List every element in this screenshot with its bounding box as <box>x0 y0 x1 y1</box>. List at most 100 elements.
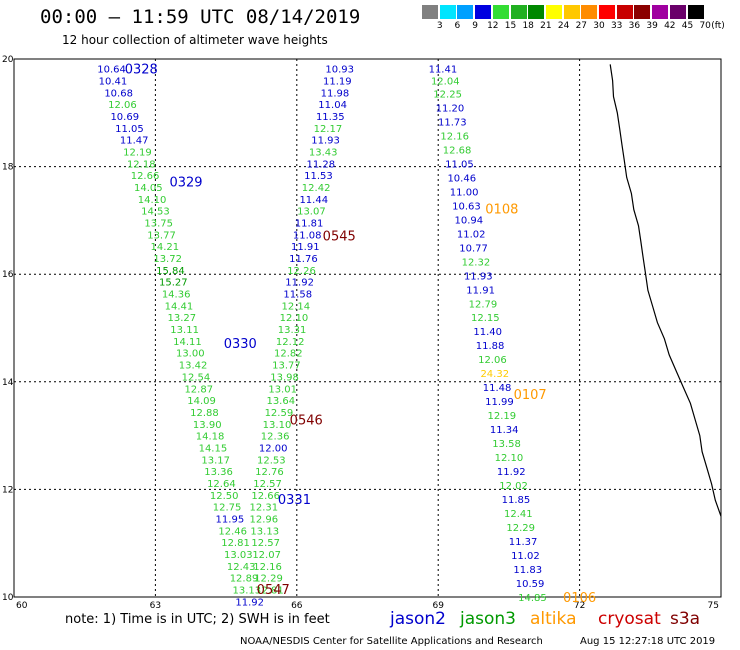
colorbar-swatch <box>634 5 651 19</box>
swh-value: 13.00 <box>176 349 205 360</box>
swh-value: 11.37 <box>509 537 538 548</box>
swh-value: 10.94 <box>455 215 484 226</box>
timestamp: Aug 15 12:27:18 UTC 2019 <box>580 636 716 647</box>
swh-value: 11.19 <box>323 77 352 88</box>
swh-value: 12.16 <box>253 562 282 573</box>
x-tick-label: 69 <box>432 601 444 611</box>
swh-value: 11.34 <box>490 425 519 436</box>
track-time-label: 0547 <box>257 583 290 598</box>
swh-value: 12.59 <box>265 408 294 419</box>
swh-value: 15.27 <box>159 278 188 289</box>
swh-value: 11.02 <box>511 551 540 562</box>
swh-value: 13.77 <box>272 361 301 372</box>
swh-value: 12.81 <box>255 585 284 596</box>
swh-value: 12.15 <box>471 313 500 324</box>
swh-value: 11.40 <box>473 327 502 338</box>
swh-value: 14.41 <box>165 301 194 312</box>
credit-text: NOAA/NESDIS Center for Satellite Applica… <box>240 636 543 647</box>
swh-value: 11.00 <box>450 187 479 198</box>
track-labels: 0328 0329 0330 0331 0545 0546 0547 0108 0107 0106 <box>125 63 596 606</box>
swh-value: 12.32 <box>462 257 491 268</box>
swh-value: 12.12 <box>276 337 305 348</box>
swh-value: 13.64 <box>266 396 295 407</box>
swh-value: 14.53 <box>141 207 170 218</box>
swh-value: 13.07 <box>297 207 326 218</box>
swh-value: 14.85 <box>518 593 547 604</box>
swh-value: 11.91 <box>466 285 495 296</box>
swh-value: 11.92 <box>235 597 264 608</box>
y-tick-label: 18 <box>2 163 14 173</box>
track-time-label: 0546 <box>290 413 323 428</box>
y-tick-label: 12 <box>2 485 13 495</box>
legend-altika: altika <box>530 609 577 629</box>
swh-value: 11.85 <box>502 495 531 506</box>
chart-title: 00:00 – 11:59 UTC 08/14/2019 <box>40 6 361 28</box>
swh-value: 12.18 <box>127 159 156 170</box>
swh-value: 11.20 <box>436 103 465 114</box>
swh-value: 13.58 <box>492 439 521 450</box>
colorbar-swatch <box>669 5 686 19</box>
coastline <box>609 64 722 517</box>
swh-value: 12.88 <box>190 408 219 419</box>
swh-value: 12.36 <box>261 432 290 443</box>
colorbar-swatch <box>475 5 492 19</box>
swh-value: 15.84 <box>156 266 185 277</box>
swh-value: 14.10 <box>138 195 167 206</box>
track-time-label: 0107 <box>514 388 547 403</box>
colorbar-label: 27 <box>575 21 588 31</box>
swh-value: 12.06 <box>478 355 507 366</box>
swh-value: 12.82 <box>274 349 303 360</box>
colorbar-swatch <box>652 5 669 19</box>
track-time-label: 0329 <box>169 176 202 191</box>
swh-value: 12.87 <box>184 384 213 395</box>
swh-value: 10.77 <box>459 243 488 254</box>
swh-value: 13.42 <box>179 361 208 372</box>
swh-value: 12.46 <box>218 526 247 537</box>
swh-value: 13.11 <box>170 325 199 336</box>
swh-value: 12.19 <box>123 148 152 159</box>
swh-value: 11.88 <box>476 341 505 352</box>
swh-value: 12.25 <box>433 89 462 100</box>
track-time-label: 0330 <box>224 337 257 352</box>
colorbar-label: 12 <box>487 21 499 31</box>
track-time-label: 0106 <box>563 591 596 606</box>
y-tick-label: 14 <box>2 378 14 388</box>
swh-value: 12.00 <box>259 443 288 454</box>
swh-value: 12.07 <box>252 550 281 561</box>
swh-value: 12.19 <box>488 411 517 422</box>
swh-value: 14.05 <box>134 183 163 194</box>
plot-frame <box>13 58 722 598</box>
colorbar-swatch <box>457 5 474 19</box>
colorbar-swatch <box>599 5 615 19</box>
axis-ticks: 60 63 66 69 72 75 10 12 14 16 18 20 <box>2 55 719 611</box>
swh-value: 11.58 <box>283 290 312 301</box>
swh-value: 11.41 <box>429 65 458 76</box>
swh-value: 11.44 <box>299 195 328 206</box>
swh-value: 12.14 <box>282 301 311 312</box>
swh-value: 11.99 <box>485 397 514 408</box>
swh-value: 10.63 <box>452 201 481 212</box>
colorbar-label: 6 <box>454 21 461 31</box>
swh-value: 14.09 <box>187 396 216 407</box>
swh-value: 10.93 <box>325 65 354 76</box>
colorbar-swatch <box>528 5 545 19</box>
swh-value: 12.29 <box>506 523 535 534</box>
swh-value: 11.73 <box>438 117 467 128</box>
colorbar-label: 45 <box>681 21 694 31</box>
swh-value: 13.75 <box>144 219 173 230</box>
swh-value: 11.04 <box>318 100 347 111</box>
swh-value: 14.21 <box>151 242 180 253</box>
swh-value: 12.04 <box>431 77 460 88</box>
track-time-label: 0328 <box>125 63 158 78</box>
colorbar-label: 15 <box>504 21 517 31</box>
legend-cryosat: cryosat <box>598 609 661 629</box>
colorbar-swatch <box>687 5 704 19</box>
swh-value: 11.28 <box>307 159 336 170</box>
swh-value: 12.96 <box>249 514 278 525</box>
swh-value: 10.64 <box>97 65 126 76</box>
footer-note: note: 1) Time is in UTC; 2) SWH is in fe… <box>65 612 330 627</box>
swh-value: 10.46 <box>447 173 476 184</box>
swh-value: 13.13 <box>250 526 279 537</box>
swh-value: 12.16 <box>440 131 469 142</box>
swh-value: 12.68 <box>443 145 472 156</box>
